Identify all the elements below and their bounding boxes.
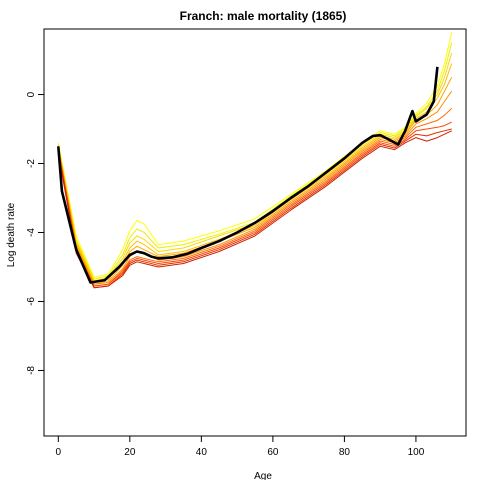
y-tick-label: -4 <box>26 228 37 237</box>
highlight-series-line <box>58 67 437 283</box>
chart-title: Franch: male mortality (1865) <box>180 9 347 23</box>
x-axis: 0 20 40 60 80 100 <box>56 436 425 458</box>
y-axis-label: Log death rate <box>6 202 17 267</box>
x-tick-label: 60 <box>267 447 279 458</box>
background-series-group <box>58 32 451 287</box>
background-series-line <box>58 131 451 288</box>
highlight-series-group <box>58 67 437 283</box>
background-series-line <box>58 129 451 288</box>
background-series-line <box>58 64 451 283</box>
y-tick-label: -2 <box>26 159 37 168</box>
y-axis: 0 -2 -4 -6 -8 <box>26 91 44 375</box>
background-series-line <box>58 53 451 281</box>
background-series-line <box>58 32 451 277</box>
y-tick-label: -6 <box>26 297 37 306</box>
x-tick-label: 0 <box>56 447 62 458</box>
background-series-line <box>58 91 451 284</box>
background-series-line <box>58 77 451 284</box>
x-tick-label: 80 <box>339 447 351 458</box>
y-tick-label: -8 <box>26 366 37 375</box>
x-tick-label: 100 <box>408 447 425 458</box>
x-tick-label: 20 <box>124 447 136 458</box>
x-axis-label: Age <box>254 471 272 480</box>
x-tick-label: 40 <box>196 447 208 458</box>
background-series-line <box>58 43 451 279</box>
y-tick-label: 0 <box>26 91 37 97</box>
background-series-line <box>58 122 451 286</box>
